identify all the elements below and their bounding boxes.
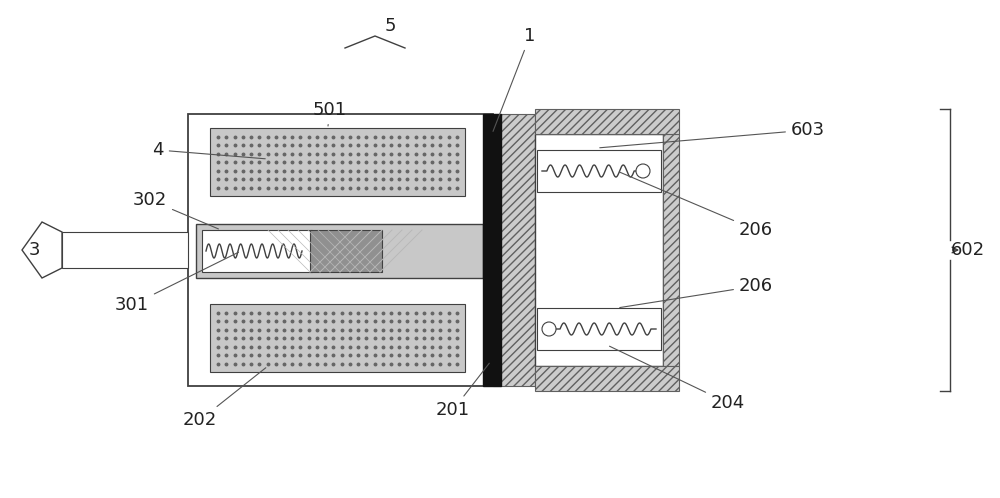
Bar: [310, 230, 382, 272]
Polygon shape: [22, 222, 62, 278]
Bar: [202, 230, 312, 272]
Bar: [210, 304, 465, 372]
Text: 206: 206: [620, 277, 773, 308]
Bar: [210, 128, 465, 196]
Text: 3: 3: [28, 241, 40, 259]
Bar: [535, 366, 679, 391]
Bar: [535, 109, 679, 134]
Text: 201: 201: [436, 363, 489, 419]
Text: 302: 302: [133, 191, 218, 229]
Text: 5: 5: [384, 17, 396, 35]
Bar: [62, 232, 188, 268]
Bar: [663, 134, 679, 366]
Bar: [663, 134, 679, 366]
Text: 301: 301: [115, 252, 239, 314]
Text: 202: 202: [183, 368, 266, 429]
Bar: [493, 114, 535, 386]
Circle shape: [636, 164, 650, 178]
Text: 204: 204: [610, 346, 745, 412]
Bar: [535, 134, 663, 366]
Bar: [535, 366, 679, 391]
Text: 501: 501: [313, 101, 347, 126]
Bar: [535, 109, 679, 134]
Text: 4: 4: [152, 141, 265, 159]
Bar: [196, 224, 483, 278]
Circle shape: [542, 322, 556, 336]
Bar: [493, 114, 535, 386]
Bar: [483, 114, 501, 386]
Text: 602: 602: [951, 241, 985, 259]
Text: 206: 206: [620, 172, 773, 239]
Bar: [537, 308, 661, 350]
Bar: [188, 114, 493, 386]
Text: 1: 1: [493, 27, 536, 131]
Bar: [537, 150, 661, 192]
Text: 603: 603: [600, 121, 825, 148]
